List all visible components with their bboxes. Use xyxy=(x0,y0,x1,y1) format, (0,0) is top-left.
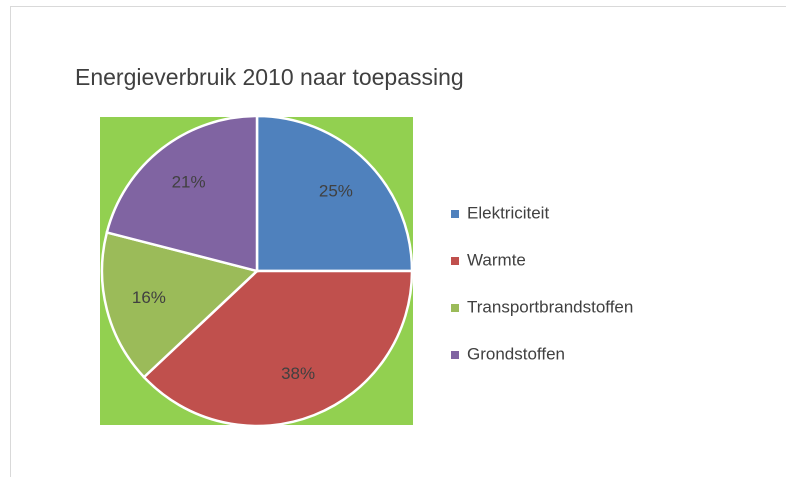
data-label: 38% xyxy=(281,364,315,383)
pie-slice xyxy=(255,114,414,273)
chart-title: Energieverbruik 2010 naar toepassing xyxy=(75,64,464,90)
data-label: 25% xyxy=(319,182,353,201)
pie-slice xyxy=(105,114,259,273)
legend-label: Transportbrandstoffen xyxy=(467,297,633,316)
legend-swatch xyxy=(451,210,459,218)
data-label: 16% xyxy=(132,288,166,307)
legend-swatch xyxy=(451,257,459,265)
legend-swatch xyxy=(451,351,459,359)
data-label: 21% xyxy=(172,172,206,191)
legend-label: Grondstoffen xyxy=(467,344,565,363)
pie-slice xyxy=(142,269,414,428)
pie-slice xyxy=(100,230,260,379)
legend-label: Elektriciteit xyxy=(467,203,549,222)
legend-swatch xyxy=(451,304,459,312)
legend-label: Warmte xyxy=(467,250,526,269)
